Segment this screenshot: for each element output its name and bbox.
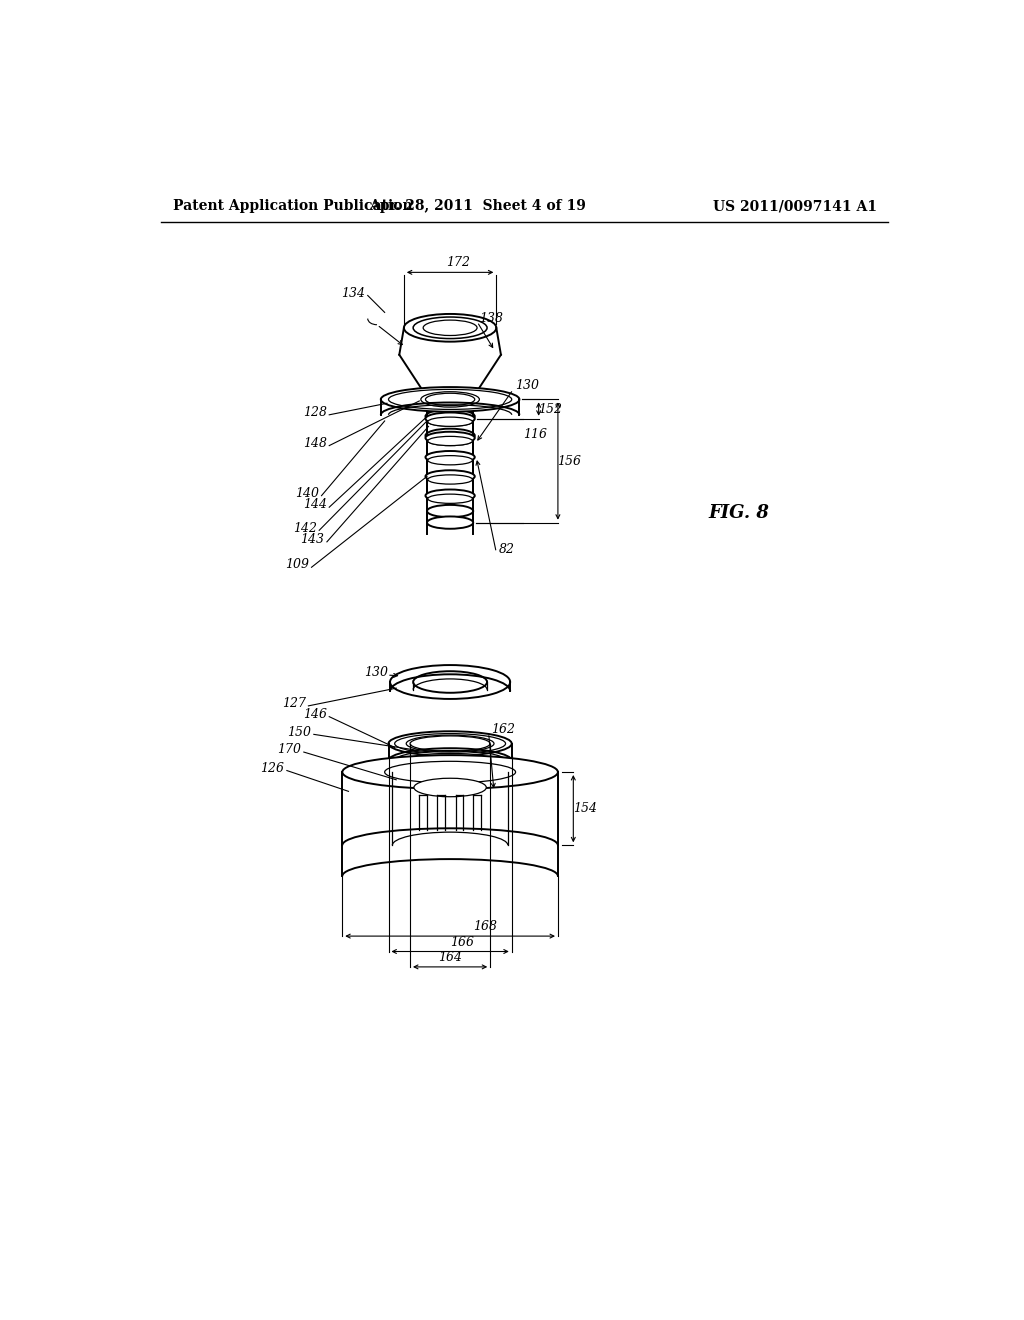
Text: 144: 144 [303,499,327,511]
Ellipse shape [425,429,475,442]
Text: FIG. 8: FIG. 8 [709,504,769,521]
Ellipse shape [425,409,475,424]
Text: 143: 143 [301,533,325,546]
Text: 162: 162 [490,723,515,737]
Text: 140: 140 [295,487,319,500]
Text: 82: 82 [499,543,515,556]
Text: 130: 130 [365,667,388,680]
Ellipse shape [388,389,512,409]
Ellipse shape [394,734,506,754]
Ellipse shape [425,451,475,463]
Text: 127: 127 [283,697,306,710]
Text: 150: 150 [288,726,311,739]
Ellipse shape [413,671,487,693]
Text: US 2011/0097141 A1: US 2011/0097141 A1 [714,199,878,213]
Ellipse shape [421,392,479,407]
Text: 116: 116 [523,428,547,441]
Ellipse shape [342,755,558,789]
Text: Apr. 28, 2011  Sheet 4 of 19: Apr. 28, 2011 Sheet 4 of 19 [369,199,586,213]
Text: 164: 164 [438,952,462,964]
Ellipse shape [427,391,473,404]
Text: Patent Application Publication: Patent Application Publication [173,199,413,213]
Ellipse shape [428,455,472,465]
Ellipse shape [425,490,475,502]
Ellipse shape [381,387,519,412]
Text: 172: 172 [445,256,470,269]
Ellipse shape [425,393,475,405]
Ellipse shape [425,470,475,483]
Ellipse shape [428,494,472,503]
Ellipse shape [385,762,515,783]
Text: 168: 168 [473,920,497,933]
Ellipse shape [428,475,472,484]
Text: 148: 148 [303,437,327,450]
Text: 109: 109 [286,558,309,572]
Ellipse shape [388,731,512,756]
Text: 142: 142 [293,521,316,535]
Text: 138: 138 [479,312,504,325]
Text: 152: 152 [539,403,562,416]
Text: 126: 126 [260,762,285,775]
Text: 130: 130 [515,379,540,392]
Text: 170: 170 [278,743,301,756]
Text: 146: 146 [303,708,327,721]
Ellipse shape [428,437,472,446]
Ellipse shape [414,779,486,797]
Ellipse shape [413,317,487,339]
Ellipse shape [425,413,475,425]
Text: 156: 156 [557,454,582,467]
Text: 134: 134 [341,286,366,300]
Ellipse shape [427,516,473,529]
Ellipse shape [423,319,477,335]
Text: 154: 154 [572,803,597,816]
Ellipse shape [390,665,510,700]
Ellipse shape [425,432,475,444]
Ellipse shape [407,735,494,752]
Ellipse shape [427,506,473,517]
Ellipse shape [428,417,472,426]
Ellipse shape [427,434,473,446]
Ellipse shape [403,314,497,342]
Text: 166: 166 [450,936,474,949]
Ellipse shape [427,416,473,426]
Ellipse shape [410,737,490,751]
Text: 128: 128 [303,407,327,418]
